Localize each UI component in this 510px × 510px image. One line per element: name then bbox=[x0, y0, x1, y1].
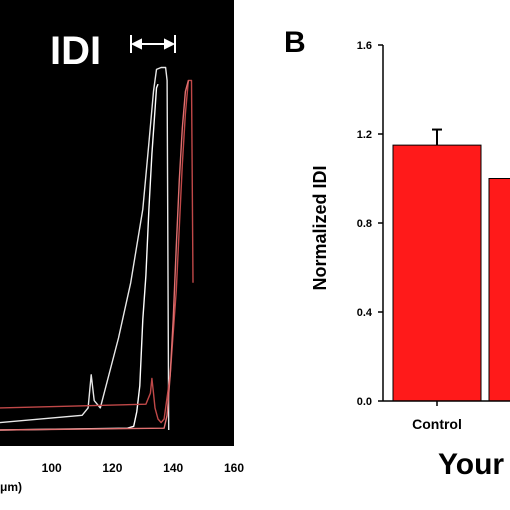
bar-e bbox=[488, 178, 510, 402]
trace-line-2 bbox=[0, 83, 159, 431]
panel-a-plot-background bbox=[0, 0, 234, 446]
trace-line-1 bbox=[0, 66, 170, 431]
panel-a-x-tick-label: 140 bbox=[163, 461, 183, 475]
panel-a-x-ticks: 100 120 140 160 bbox=[42, 461, 245, 475]
panel-a-x-tick-label: 100 bbox=[42, 461, 62, 475]
panel-b-bars bbox=[392, 144, 510, 402]
bar-control bbox=[392, 144, 482, 402]
trace-line-4 bbox=[0, 80, 190, 431]
idi-double-arrow bbox=[130, 35, 176, 53]
panel-a-traces bbox=[0, 66, 194, 431]
panel-b: B Normalized IDI 0.0 0.4 0.8 1.2 1.6 Control… bbox=[284, 26, 510, 481]
panel-b-y-tick-label: 1.6 bbox=[357, 40, 372, 52]
panel-a-x-tick-label: 160 bbox=[224, 461, 244, 475]
panel-a-x-tick-label: 120 bbox=[102, 461, 122, 475]
idi-arrow-left-head bbox=[130, 38, 142, 50]
trace-line-3 bbox=[0, 79, 194, 424]
category-label-control: Control bbox=[412, 416, 462, 432]
panel-b-category-labels: ControlE bbox=[412, 401, 462, 432]
panel-b-y-tick-label: 0.4 bbox=[357, 307, 373, 319]
idi-arrow-right-head bbox=[164, 38, 176, 50]
panel-b-y-tick-label: 0.8 bbox=[357, 218, 372, 230]
panel-a-x-axis-label: μm) bbox=[0, 480, 22, 494]
panel-b-letter: B bbox=[284, 26, 306, 59]
panel-b-y-tick-label: 1.2 bbox=[357, 129, 372, 141]
panel-a: IDI 100 120 140 160 μm) bbox=[0, 0, 244, 494]
panel-b-x-axis-label: Your bbox=[438, 448, 504, 481]
idi-annotation-label: IDI bbox=[50, 29, 101, 73]
panel-b-y-ticks: 0.0 0.4 0.8 1.2 1.6 bbox=[357, 40, 383, 408]
panel-b-y-axis-label: Normalized IDI bbox=[310, 165, 330, 290]
panel-b-error-bars bbox=[432, 128, 442, 146]
panel-b-y-tick-label: 0.0 bbox=[357, 396, 372, 408]
